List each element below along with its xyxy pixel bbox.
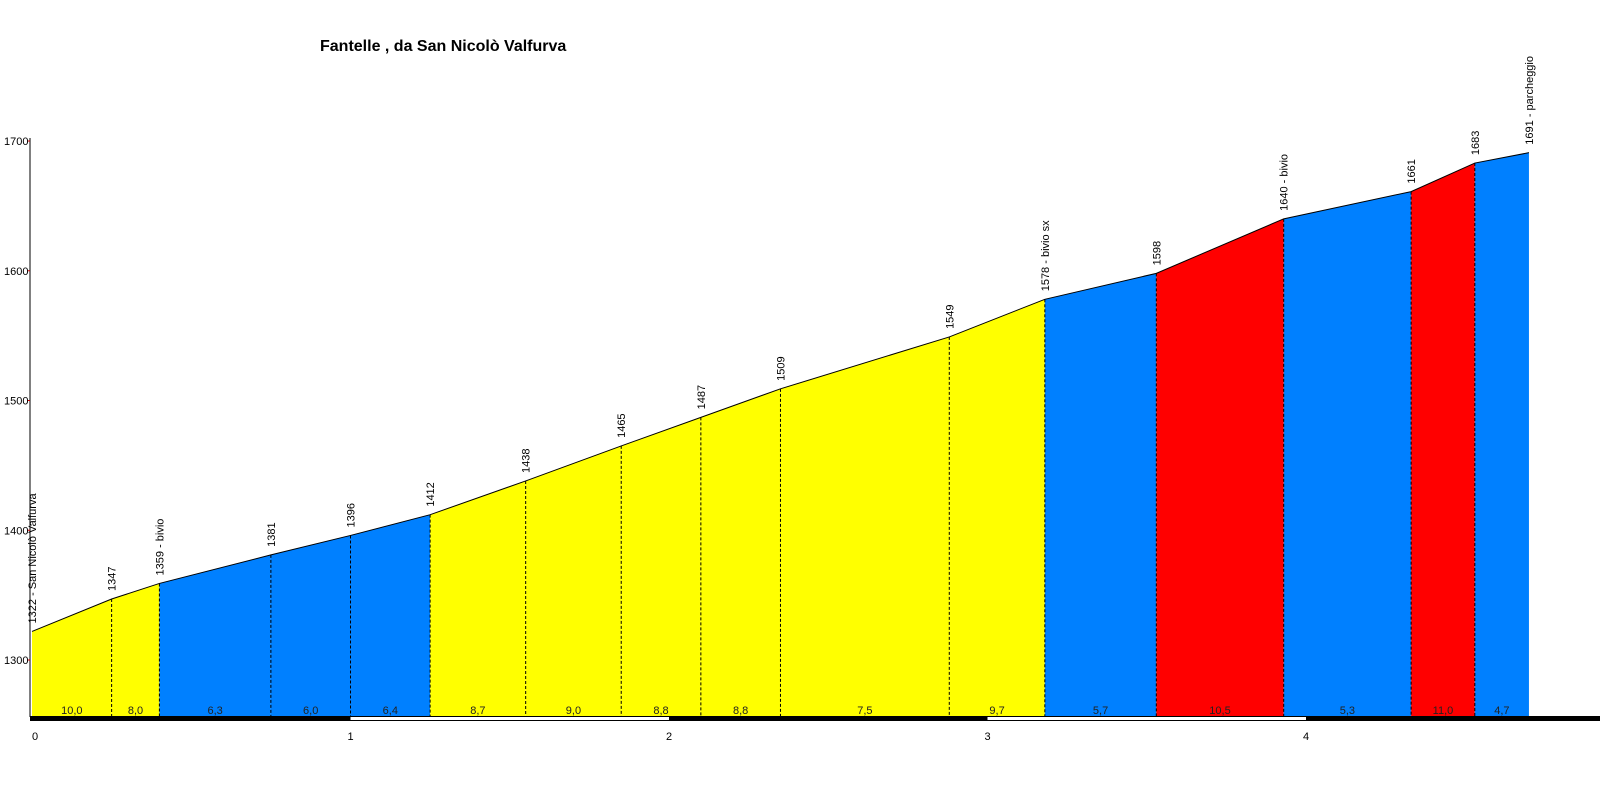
x-tick-label: 4	[1303, 731, 1309, 743]
elevation-label: 1509	[775, 356, 787, 380]
elevation-label: 1661	[1406, 159, 1418, 183]
gradient-segment	[270, 535, 351, 717]
y-axis: 1300 1400 1500 1600 1700	[4, 136, 31, 717]
gradient-segment	[159, 554, 271, 717]
gradient-areas	[32, 152, 1529, 718]
elevation-label: 1438	[521, 448, 533, 472]
y-tick-label: 1700	[4, 136, 28, 148]
elevation-label: 1396	[346, 503, 358, 527]
gradient-segment	[1156, 218, 1284, 717]
y-tick-label: 1300	[4, 655, 28, 667]
y-tick-label: 1600	[4, 266, 28, 278]
gradient-label: 8,7	[470, 705, 485, 717]
gradient-label: 10,5	[1209, 705, 1230, 717]
elevation-label: 1322 - San Nicolò Valfurva	[27, 493, 39, 624]
elevation-label: 1465	[616, 413, 628, 437]
gradient-segment	[1411, 163, 1475, 717]
segment-dividers	[111, 163, 1476, 717]
y-tick-label: 1400	[4, 525, 28, 537]
chart-title: Fantelle , da San Nicolò Valfurva	[320, 38, 567, 55]
gradient-label: 9,7	[989, 705, 1004, 717]
elevation-label: 1487	[696, 385, 708, 409]
gradient-segment	[1474, 152, 1529, 718]
gradient-label: 10,0	[61, 705, 82, 717]
gradient-label: 8,8	[653, 705, 668, 717]
x-tick-label: 3	[984, 731, 990, 743]
gradient-segment	[525, 445, 622, 717]
gradient-labels: 10,0 8,0 6,3 6,0 6,4 8,7 9,0 8,8 8,8 7,5 9,7 5,7 10,…	[61, 705, 1509, 717]
x-axis-band	[987, 717, 1306, 720]
gradient-label: 4,7	[1494, 705, 1509, 717]
elevation-label: 1347	[107, 567, 119, 591]
elevation-label: 1683	[1470, 131, 1482, 155]
gradient-segment	[350, 514, 431, 717]
y-tick-label: 1500	[4, 396, 28, 408]
gradient-label: 5,7	[1093, 705, 1108, 717]
gradient-label: 6,0	[303, 705, 318, 717]
gradient-segment	[1283, 191, 1412, 718]
gradient-label: 11,0	[1433, 705, 1454, 717]
gradient-label: 9,0	[566, 705, 581, 717]
gradient-label: 8,8	[733, 705, 748, 717]
gradient-segment	[430, 480, 526, 717]
gradient-segment	[949, 299, 1045, 717]
gradient-segment	[700, 388, 781, 717]
x-axis-band	[350, 717, 669, 720]
x-tick-label: 1	[347, 731, 353, 743]
gradient-segment	[111, 583, 160, 717]
gradient-label: 5,3	[1340, 705, 1355, 717]
elevation-label: 1598	[1151, 241, 1163, 265]
gradient-label: 7,5	[857, 705, 872, 717]
gradient-segment	[32, 599, 112, 717]
x-tick-label: 0	[32, 731, 38, 743]
gradient-segment	[780, 336, 950, 717]
elevation-label: 1381	[266, 522, 278, 546]
elevation-label: 1578 - bivio sx	[1040, 220, 1052, 291]
gradient-segment	[621, 417, 701, 717]
elevation-labels: 1322 - San Nicolò Valfurva 1347 1359 - biv…	[27, 56, 1536, 623]
elevation-label: 1549	[944, 304, 956, 328]
x-tick-label: 2	[666, 731, 672, 743]
profile-line-group	[31, 152, 1530, 632]
elevation-label: 1691 - parcheggio	[1524, 56, 1536, 145]
gradient-label: 6,3	[207, 705, 222, 717]
x-axis: 0 1 2 3 4	[30, 716, 1600, 743]
elevation-label: 1359 - bivio	[154, 519, 166, 576]
gradient-segment	[1044, 273, 1157, 717]
profile-line	[31, 152, 1530, 632]
elevation-label: 1640 - bivio	[1279, 154, 1291, 211]
gradient-label: 8,0	[128, 705, 143, 717]
elevation-label: 1412	[425, 482, 437, 506]
gradient-label: 6,4	[383, 705, 398, 717]
x-axis-bar	[30, 716, 1600, 721]
